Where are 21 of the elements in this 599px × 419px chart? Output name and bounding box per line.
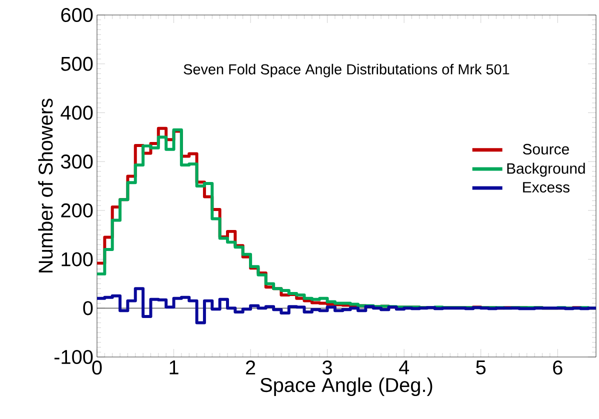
- x-tick-label: 5: [476, 360, 486, 374]
- x-tick-label: 4: [398, 360, 410, 374]
- y-tick-label: -100: [54, 350, 93, 364]
- x-tick-label: 2: [246, 360, 256, 374]
- y-tick-label: 500: [61, 56, 93, 71]
- y-tick-label: 200: [61, 203, 93, 218]
- y-tick-label: 100: [62, 252, 93, 266]
- text: Seven Fold Space Angle Distributations of Mrk 501: [184, 64, 510, 78]
- y-tick-label: 600: [61, 8, 93, 22]
- legend-label: Excess: [523, 182, 570, 193]
- legend-label: Background: [507, 162, 585, 177]
- legend-label: Source: [522, 144, 569, 154]
- x-axis-title: Space Angle (Deg.): [260, 377, 432, 396]
- y-tick-label: 400: [60, 106, 93, 120]
- y-tick-label: 300: [61, 154, 93, 169]
- x-tick-label: 0: [92, 360, 102, 375]
- x-tick-label: 6: [553, 360, 562, 375]
- y-tick-label: 0: [83, 301, 93, 316]
- y-axis-title: Number of Showers: [38, 98, 53, 272]
- x-tick-label: 3: [322, 360, 332, 375]
- x-tick-label: 1: [170, 360, 178, 374]
